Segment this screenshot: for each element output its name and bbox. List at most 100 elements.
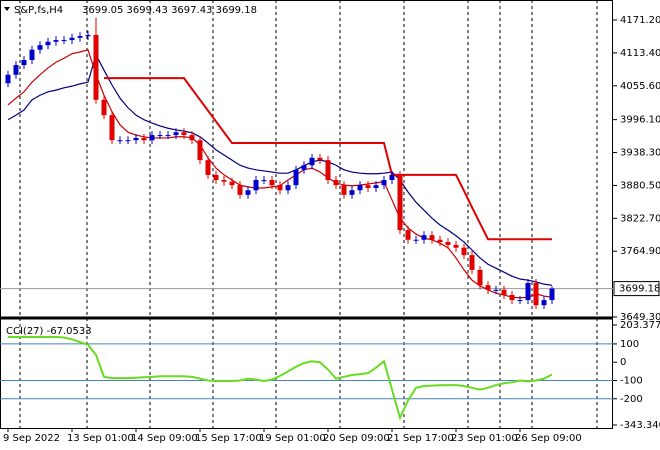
- y-tick-label: 3822.70: [620, 213, 660, 224]
- candle-body: [285, 185, 291, 191]
- x-tick-label: 19 Sep 01:00: [259, 433, 326, 444]
- x-tick-label: 20 Sep 09:00: [323, 433, 390, 444]
- candle-body: [157, 135, 163, 137]
- candle-body: [397, 174, 403, 231]
- y-tick-label: 3764.90: [620, 246, 660, 257]
- candle-body: [301, 165, 307, 170]
- candle-body: [309, 157, 315, 166]
- price-box-label: 3699.18: [619, 284, 660, 295]
- candle-body: [277, 185, 283, 191]
- y-tick-label: 4171.20: [620, 15, 660, 26]
- candle-body: [141, 137, 147, 141]
- candle-body: [101, 99, 107, 116]
- candle-body: [173, 132, 179, 136]
- x-tick-label: 26 Sep 09:00: [515, 433, 582, 444]
- candle-body: [245, 190, 251, 195]
- ohlc-readout: 3699.05 3699.43 3697.43 3699.18: [82, 5, 257, 16]
- candle-body: [381, 180, 387, 186]
- candle-body: [61, 40, 67, 42]
- candle-body: [445, 242, 451, 245]
- candle-body: [461, 247, 467, 256]
- candle-body: [77, 36, 83, 38]
- cci-tick-label: 203.3772: [620, 320, 660, 331]
- y-tick-label: 4113.40: [620, 48, 660, 59]
- candle-body: [5, 74, 11, 84]
- candle-body: [125, 140, 131, 142]
- y-tick-label: 3880.50: [620, 180, 660, 191]
- candle-body: [149, 135, 155, 141]
- candle-body: [469, 255, 475, 270]
- candle-body: [21, 59, 27, 66]
- cci-tick-label: -100: [620, 375, 643, 386]
- candle-body: [317, 157, 323, 161]
- x-tick-label: 14 Sep 09:00: [131, 433, 198, 444]
- candle-body: [85, 34, 91, 37]
- x-tick-label: 21 Sep 17:00: [387, 433, 454, 444]
- candle-body: [189, 135, 195, 141]
- candle-body: [237, 185, 243, 195]
- candle-body: [429, 235, 435, 240]
- x-tick-label: 9 Sep 2022: [3, 433, 60, 444]
- candle-body: [509, 294, 515, 301]
- candle-body: [261, 180, 267, 182]
- candle-body: [501, 289, 507, 295]
- candle-body: [229, 181, 235, 186]
- cci-tick-label: -200: [620, 394, 643, 405]
- candle-body: [349, 190, 355, 195]
- candle-body: [253, 180, 259, 191]
- x-tick-label: 23 Sep 01:00: [451, 433, 518, 444]
- y-tick-label: 3996.10: [620, 115, 660, 126]
- candle-body: [453, 244, 459, 248]
- candle-body: [405, 230, 411, 240]
- candle-body: [525, 283, 531, 301]
- candle-body: [221, 180, 227, 182]
- candle-body: [69, 37, 75, 41]
- y-tick-label: 4055.60: [620, 81, 660, 92]
- overlay-line: [104, 77, 552, 241]
- candle-body: [213, 174, 219, 181]
- overlay-line: [7, 53, 553, 286]
- candle-body: [269, 180, 275, 186]
- candle-body: [389, 174, 395, 181]
- candle-body: [517, 300, 523, 302]
- candle-body: [341, 185, 347, 195]
- candle-body: [365, 185, 371, 188]
- candle-body: [165, 135, 171, 137]
- period-separators: [19, 0, 598, 428]
- candle-body: [45, 41, 51, 46]
- menu-triangle[interactable]: [4, 7, 10, 11]
- candle-body: [205, 160, 211, 175]
- candle-body: [133, 137, 139, 141]
- candle-body: [437, 239, 443, 243]
- candle-body: [13, 65, 19, 75]
- candle-body: [413, 239, 419, 241]
- candle-body: [53, 40, 59, 42]
- candle-body: [357, 185, 363, 191]
- candle-body: [477, 269, 483, 286]
- price-box: [613, 281, 660, 297]
- candle-body: [549, 288, 555, 301]
- cci-line: [7, 335, 553, 421]
- candle-body: [485, 285, 491, 290]
- candle-body: [117, 140, 123, 142]
- candle-body: [421, 235, 427, 240]
- symbol-title: S&P,fs,H4: [14, 5, 63, 16]
- candle-body: [541, 300, 547, 306]
- candle-body: [325, 160, 331, 181]
- candle-body: [493, 289, 499, 291]
- candle-body: [197, 140, 203, 161]
- candle-body: [333, 180, 339, 186]
- candle-body: [29, 49, 35, 60]
- cci-tick-label: -343.3404: [620, 420, 660, 431]
- candle-body: [109, 115, 115, 141]
- y-tick-label: 3938.30: [620, 148, 660, 159]
- x-tick-label: 13 Sep 01:00: [67, 433, 134, 444]
- x-tick-label: 15 Sep 17:00: [195, 433, 262, 444]
- cci-tick-label: 100: [620, 339, 639, 350]
- cci-tick-label: 0: [620, 357, 626, 368]
- y-tick-label: 3649.30: [620, 312, 660, 323]
- candle-body: [293, 169, 299, 186]
- candle-body: [181, 132, 187, 136]
